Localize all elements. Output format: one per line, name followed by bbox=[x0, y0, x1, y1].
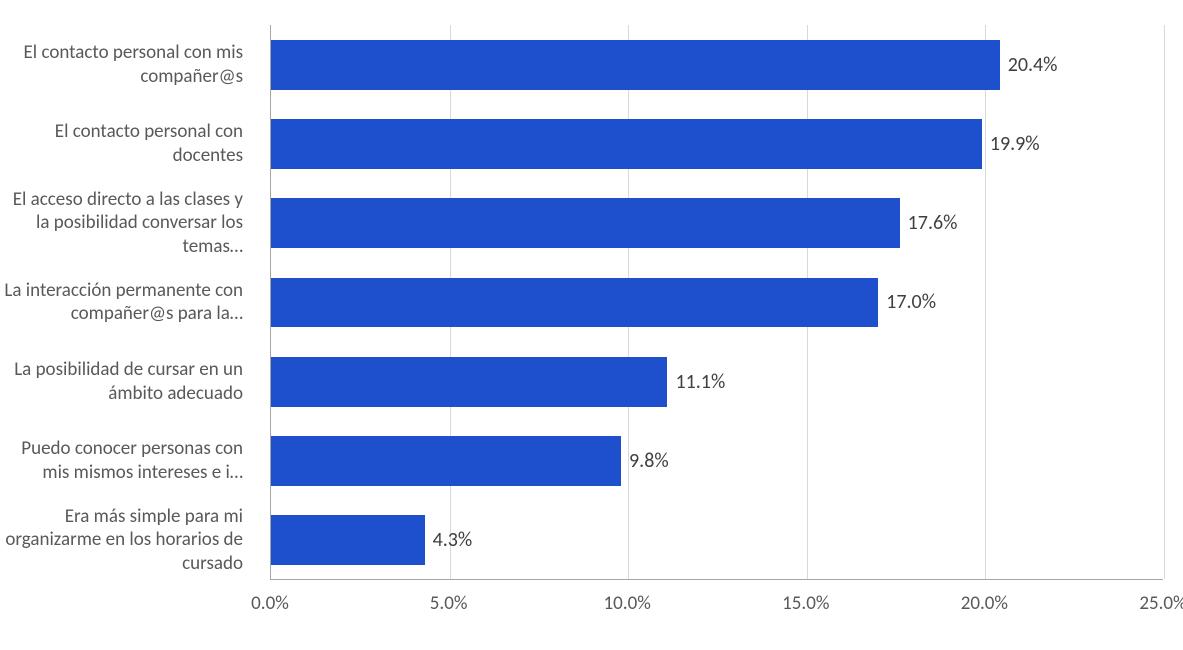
x-tick-label: 5.0% bbox=[430, 592, 468, 615]
y-axis-category-label: El contacto personal con mis compañer@s bbox=[0, 25, 243, 104]
y-axis-category-label: Era más simple para mi organizarme en lo… bbox=[0, 501, 243, 580]
bar-value-label: 4.3% bbox=[425, 528, 473, 552]
x-tick-label: 25.0% bbox=[1139, 592, 1183, 615]
y-axis-category-label: El acceso directo a las clases y la posi… bbox=[0, 184, 243, 263]
bar: 17.0% bbox=[271, 278, 878, 328]
x-tick-label: 20.0% bbox=[961, 592, 1008, 615]
bar-value-label: 17.0% bbox=[878, 290, 936, 314]
bar: 4.3% bbox=[271, 515, 425, 565]
y-axis-category-label: La posibilidad de cursar en un ámbito ad… bbox=[0, 342, 243, 421]
chart-container: El contacto personal con mis compañer@sE… bbox=[0, 0, 1183, 650]
bar: 9.8% bbox=[271, 436, 621, 486]
y-axis-category-label: Puedo conocer personas con mis mismos in… bbox=[0, 421, 243, 500]
bar-value-label: 19.9% bbox=[982, 132, 1040, 156]
bar-value-label: 20.4% bbox=[1000, 53, 1058, 77]
bar: 17.6% bbox=[271, 198, 900, 248]
bar-value-label: 17.6% bbox=[900, 211, 958, 235]
bar: 20.4% bbox=[271, 40, 1000, 90]
x-tick-label: 15.0% bbox=[782, 592, 829, 615]
x-axis-tick-labels: 0.0%5.0%10.0%15.0%20.0%25.0% bbox=[270, 580, 1163, 620]
x-tick-label: 10.0% bbox=[604, 592, 651, 615]
y-axis-category-label: El contacto personal con docentes bbox=[0, 104, 243, 183]
y-axis-category-label: La interacción permanente con compañer@s… bbox=[0, 263, 243, 342]
x-tick-label: 0.0% bbox=[251, 592, 289, 615]
y-axis-labels: El contacto personal con mis compañer@sE… bbox=[0, 25, 255, 580]
bars-layer: 20.4% 19.9% 17.6% 17.0% 11.1% 9.8% 4.3% bbox=[271, 25, 1163, 579]
bar-value-label: 9.8% bbox=[621, 449, 669, 473]
bar-value-label: 11.1% bbox=[667, 370, 725, 394]
bar: 11.1% bbox=[271, 357, 667, 407]
bar: 19.9% bbox=[271, 119, 982, 169]
gridline bbox=[1164, 25, 1165, 579]
plot-area: 20.4% 19.9% 17.6% 17.0% 11.1% 9.8% 4.3% bbox=[270, 25, 1163, 580]
